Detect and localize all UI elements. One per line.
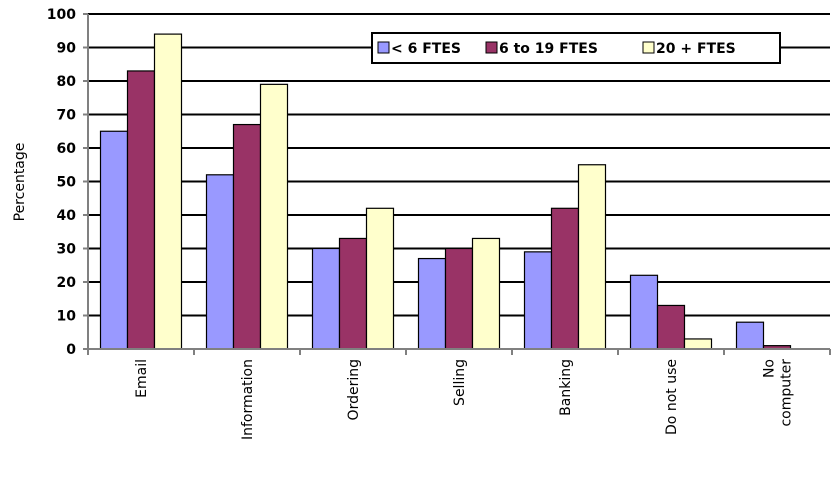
bar — [232, 123, 262, 350]
bar — [259, 83, 289, 350]
legend: < 6 FTES 6 to 19 FTES 20 + FTES — [371, 32, 781, 64]
y-tick-label: 100 — [47, 7, 76, 23]
y-tick-labels: 0 10 20 30 40 50 60 70 80 90 100 — [47, 7, 88, 358]
bar — [735, 321, 765, 350]
y-tick-label: 20 — [57, 275, 77, 291]
bar — [629, 274, 659, 350]
category-label: Email — [134, 359, 150, 398]
legend-box — [371, 32, 781, 64]
bar — [126, 70, 156, 350]
bar — [365, 207, 395, 350]
y-tick-label: 60 — [57, 141, 77, 157]
category-label: Information — [240, 359, 256, 440]
bar — [338, 237, 368, 350]
category-label: No — [762, 359, 778, 378]
y-tick-label: 70 — [57, 108, 77, 124]
legend-swatch — [377, 41, 390, 54]
bar — [444, 247, 474, 350]
y-tick-label: 0 — [66, 342, 76, 358]
bar — [471, 237, 501, 350]
category-label: Selling — [452, 359, 468, 406]
y-tick-label: 40 — [57, 208, 77, 224]
y-tick-label: 30 — [57, 242, 77, 258]
legend-swatch — [485, 41, 498, 54]
legend-label: < 6 FTES — [391, 41, 461, 57]
category-label: Banking — [558, 359, 574, 416]
bar — [523, 251, 553, 350]
legend-swatch — [642, 41, 655, 54]
bar — [205, 174, 235, 350]
bar — [550, 207, 580, 350]
legend-label: 6 to 19 FTES — [499, 41, 598, 57]
bar — [683, 338, 713, 350]
bar — [311, 247, 341, 350]
bar — [99, 130, 129, 350]
category-labels: Email Information Ordering Selling Banking Do… — [87, 349, 831, 440]
bar — [417, 257, 447, 350]
legend-label: 20 + FTES — [656, 41, 736, 57]
y-tick-label: 90 — [57, 41, 77, 57]
category-label: computer — [779, 359, 795, 427]
y-tick-label: 50 — [57, 175, 77, 191]
bar — [577, 164, 607, 350]
y-axis-title: Percentage — [12, 143, 28, 222]
category-label: Do not use — [664, 359, 680, 435]
y-tick-label: 10 — [57, 309, 77, 325]
bar — [656, 304, 686, 350]
y-tick-label: 80 — [57, 74, 77, 90]
category-label: Ordering — [346, 359, 362, 420]
bar — [153, 33, 183, 350]
